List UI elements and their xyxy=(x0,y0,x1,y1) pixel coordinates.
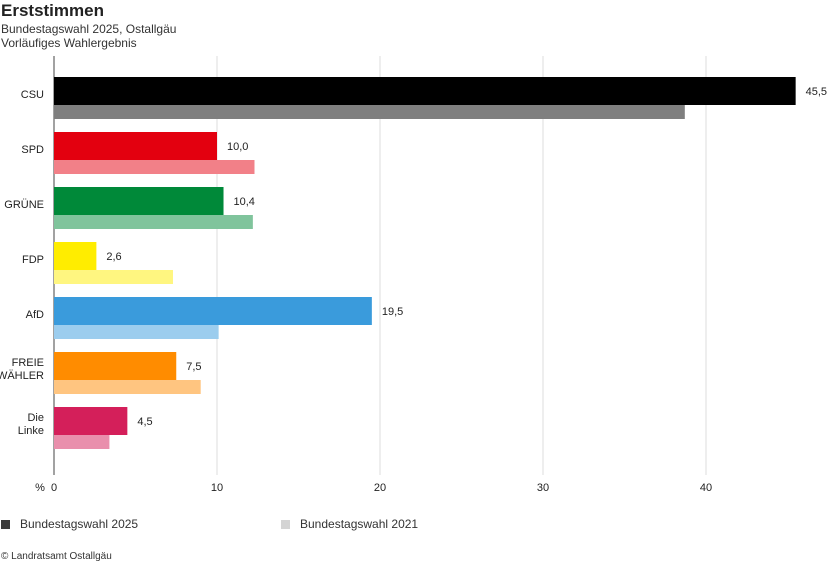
bar-2021-6 xyxy=(54,435,110,449)
category-label-5-0: FREIE xyxy=(12,357,44,369)
tick-label-10: 10 xyxy=(211,482,223,494)
x-axis-unit: % xyxy=(35,482,45,494)
legend-item-2021: Bundestagswahl 2021 xyxy=(281,517,418,531)
chart-subtitle: Bundestagswahl 2025, Ostallgäu Vorläufig… xyxy=(1,22,176,50)
data-label-5: 7,5 xyxy=(186,361,201,373)
bar-2021-0 xyxy=(54,105,685,119)
subtitle-line-1: Bundestagswahl 2025, Ostallgäu xyxy=(1,22,177,36)
bar-2025-0 xyxy=(54,77,796,105)
bar-2021-1 xyxy=(54,160,255,174)
bar-chart: 45,5 10,0 10,4 2,6 19,5 7,5 4,5 CSU SPD GRÜNE FDP… xyxy=(0,56,827,494)
category-label-5-1: WÄHLER xyxy=(0,370,44,382)
gridlines xyxy=(53,56,707,475)
data-label-1: 10,0 xyxy=(227,141,248,153)
legend-swatch-2021 xyxy=(281,519,290,529)
data-label-4: 19,5 xyxy=(382,306,403,318)
bar-2025-4 xyxy=(54,297,372,325)
tick-label-0: 0 xyxy=(51,482,57,494)
legend-swatch-2025 xyxy=(1,519,10,529)
bar-2021-5 xyxy=(54,380,201,394)
data-label-3: 2,6 xyxy=(106,251,121,263)
category-label-2-0: GRÜNE xyxy=(4,199,44,211)
data-label-6: 4,5 xyxy=(137,416,152,428)
tick-label-20: 20 xyxy=(374,482,386,494)
bar-2021-2 xyxy=(54,215,253,229)
bar-2025-6 xyxy=(54,407,128,435)
x-axis-ticks: 0 10 20 30 40% xyxy=(35,482,712,494)
bar-2021-4 xyxy=(54,325,219,339)
source-credit: © Landratsamt Ostallgäu xyxy=(1,551,112,562)
legend-item-2025: Bundestagswahl 2025 xyxy=(1,517,138,531)
category-label-4-0: AfD xyxy=(26,309,44,321)
data-label-0: 45,5 xyxy=(806,86,827,98)
legend-label-2025: Bundestagswahl 2025 xyxy=(20,517,139,531)
chart-title: Erststimmen xyxy=(1,1,104,20)
legend-label-2021: Bundestagswahl 2021 xyxy=(300,517,419,531)
bar-2025-2 xyxy=(54,187,224,215)
bar-2025-3 xyxy=(54,242,97,270)
subtitle-line-2: Vorläufiges Wahlergebnis xyxy=(1,36,137,50)
category-label-1-0: SPD xyxy=(21,144,44,156)
category-label-6-0: Die xyxy=(27,412,44,424)
bar-2021-3 xyxy=(54,270,173,284)
bar-2025-5 xyxy=(54,352,177,380)
bars: 45,5 10,0 10,4 2,6 19,5 7,5 4,5 xyxy=(54,77,827,449)
tick-label-40: 40 xyxy=(700,482,712,494)
category-label-6-1: Linke xyxy=(18,425,44,437)
category-label-3-0: FDP xyxy=(22,254,44,266)
tick-label-30: 30 xyxy=(537,482,549,494)
category-label-0-0: CSU xyxy=(21,89,44,101)
data-label-2: 10,4 xyxy=(234,196,255,208)
bar-2025-1 xyxy=(54,132,217,160)
